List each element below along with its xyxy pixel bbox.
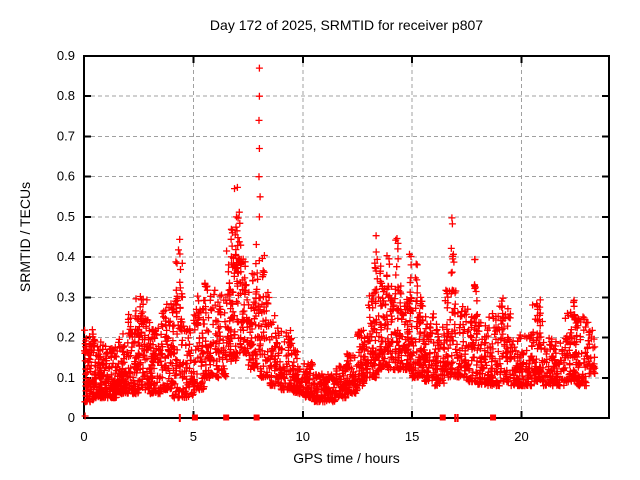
y-tick-label: 0.5 bbox=[57, 209, 75, 224]
x-tick-label: 10 bbox=[296, 429, 310, 444]
baseline-square-marker bbox=[439, 414, 446, 421]
y-tick-label: 0.8 bbox=[57, 88, 75, 103]
x-tick-label: 15 bbox=[405, 429, 419, 444]
x-tick-label: 0 bbox=[80, 429, 87, 444]
baseline-tick-marker bbox=[456, 414, 459, 422]
baseline-square-marker bbox=[191, 414, 198, 421]
baseline-square-marker bbox=[253, 414, 260, 421]
y-tick-label: 0.3 bbox=[57, 289, 75, 304]
x-tick-label: 5 bbox=[190, 429, 197, 444]
baseline-square-marker bbox=[490, 414, 497, 421]
plot-border bbox=[83, 55, 610, 419]
y-tick-label: 0.1 bbox=[57, 370, 75, 385]
baseline-square-marker bbox=[223, 414, 230, 421]
x-axis-label: GPS time / hours bbox=[293, 450, 400, 466]
baseline-tick-marker bbox=[454, 414, 457, 422]
data-points bbox=[81, 64, 599, 420]
y-tick-label: 0.6 bbox=[57, 169, 75, 184]
y-tick-label: 0.4 bbox=[57, 249, 75, 264]
x-tick-label: 20 bbox=[514, 429, 528, 444]
y-tick-label: 0 bbox=[68, 410, 75, 425]
y-tick-label: 0.7 bbox=[57, 128, 75, 143]
y-tick-label: 0.2 bbox=[57, 330, 75, 345]
chart-title: Day 172 of 2025, SRMTID for receiver p80… bbox=[209, 17, 484, 33]
y-tick-label: 0.9 bbox=[57, 48, 75, 63]
baseline-tick-marker bbox=[178, 414, 181, 422]
